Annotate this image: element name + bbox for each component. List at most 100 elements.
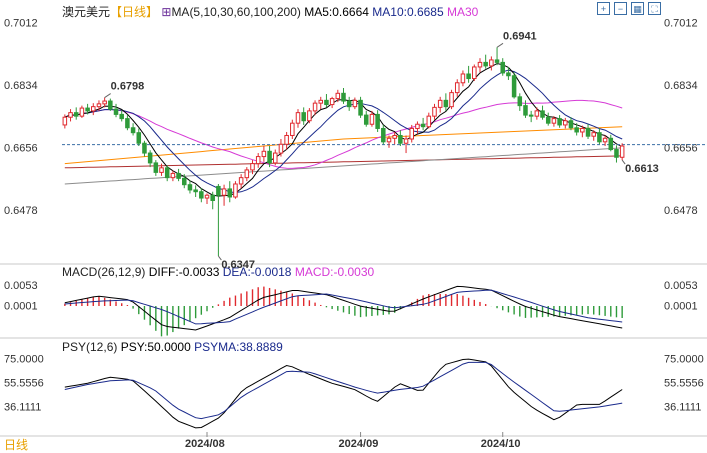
candle-down xyxy=(494,59,500,63)
candle-up xyxy=(454,82,460,94)
ma10-line xyxy=(64,69,623,194)
psy-tick-label-left: 55.5556 xyxy=(4,378,44,390)
candle-up xyxy=(551,118,557,124)
candle-down xyxy=(597,132,602,143)
ma5-value: MA5:0.6664 xyxy=(304,5,369,19)
candle-up xyxy=(204,194,210,199)
candle-up xyxy=(534,110,540,117)
candle-up xyxy=(261,150,267,158)
candle-up xyxy=(489,59,494,67)
candle-down xyxy=(483,61,488,67)
ma-settings-icon[interactable]: ⊞ xyxy=(161,5,172,19)
dea-line xyxy=(64,289,623,325)
period-tab[interactable]: 日线 xyxy=(4,438,29,452)
candle-down xyxy=(301,112,306,122)
candle-down xyxy=(108,100,113,110)
candle-up xyxy=(68,112,73,118)
candle-down xyxy=(466,73,471,80)
candle-up xyxy=(403,138,409,144)
high-price-label: 0.6798 xyxy=(111,81,145,93)
candle-up xyxy=(238,177,244,185)
x-tick-label: 2024/10 xyxy=(481,438,521,450)
candle-down xyxy=(176,172,181,179)
candle-down xyxy=(113,108,119,115)
price-tick-label-right: 0.6834 xyxy=(664,80,698,92)
psy-value: PSY:50.0000 xyxy=(120,340,191,354)
macd-tick-label-left: 0.0001 xyxy=(4,301,38,313)
macd-tick-label-left: 0.0053 xyxy=(4,280,38,292)
price-tick-label-right: 0.6478 xyxy=(664,205,698,217)
candle-up xyxy=(250,163,255,171)
macd-label: MACD(26,12,9) xyxy=(62,265,146,279)
candle-down xyxy=(267,150,272,164)
x-tick-label: 2024/08 xyxy=(185,438,225,450)
candle-down xyxy=(517,96,523,107)
candle-up xyxy=(329,98,335,106)
candle-up xyxy=(449,92,454,108)
diff-value: DIFF:-0.0033 xyxy=(148,265,220,279)
candle-up xyxy=(432,106,437,117)
macd-header: MACD(26,12,9) DIFF:-0.0033 DEA:-0.0018 M… xyxy=(62,265,374,279)
psy-header: PSY(12,6) PSY:50.0000 PSYMA:38.8889 xyxy=(62,340,283,354)
candle-down xyxy=(73,112,79,117)
candle-down xyxy=(420,123,426,128)
candle-up xyxy=(318,99,324,104)
candle-down xyxy=(363,114,369,125)
candle-up xyxy=(96,103,102,108)
candle-down xyxy=(375,113,380,129)
candle-down xyxy=(528,114,534,117)
annotation-leader xyxy=(621,159,626,165)
fullscreen-icon[interactable]: ⛶ xyxy=(648,2,661,15)
grid-icon[interactable]: ▦ xyxy=(631,2,644,15)
candle-up xyxy=(290,122,295,136)
candle-down xyxy=(381,127,386,143)
candle-up xyxy=(426,115,432,128)
candle-up xyxy=(591,132,596,137)
ma100-line xyxy=(64,147,623,185)
price-tick-label-left: 0.6656 xyxy=(4,142,38,154)
price-tick-label-right: 0.7012 xyxy=(664,17,698,29)
psy-tick-label-right: 55.5556 xyxy=(664,378,704,390)
candle-up xyxy=(278,143,284,154)
candle-down xyxy=(142,142,147,154)
candle-down xyxy=(153,162,159,173)
macd-tick-label-right: 0.0053 xyxy=(664,280,698,292)
zoom-out-icon[interactable]: − xyxy=(614,2,627,15)
candle-down xyxy=(506,72,511,77)
candle-down xyxy=(119,113,124,120)
candle-down xyxy=(540,110,545,118)
candle-down xyxy=(341,92,346,102)
psy-tick-label-left: 36.1111 xyxy=(4,402,41,414)
candle-up xyxy=(602,137,608,143)
candle-down xyxy=(500,61,505,74)
candle-down xyxy=(568,120,574,129)
candle-up xyxy=(369,113,375,125)
psy-tick-label-right: 75.0000 xyxy=(664,354,704,366)
price-tick-label-left: 0.6834 xyxy=(4,80,38,92)
candle-down xyxy=(443,99,449,108)
candle-up xyxy=(91,106,96,112)
ma30-value: MA30 xyxy=(447,5,479,19)
candle-down xyxy=(545,116,551,124)
psy-tick-label-right: 36.1111 xyxy=(664,402,701,414)
candle-up xyxy=(272,152,278,164)
candle-down xyxy=(187,184,193,191)
period-label[interactable]: 【日线】 xyxy=(110,5,159,19)
candle-up xyxy=(307,110,312,122)
diff-line xyxy=(64,285,623,331)
candle-up xyxy=(437,99,443,108)
high-price-label: 0.6941 xyxy=(503,30,537,42)
candle-down xyxy=(136,132,142,144)
candle-up xyxy=(295,112,301,124)
candle-down xyxy=(557,118,562,126)
ma-label: MA(5,10,30,60,100,200) xyxy=(171,5,301,19)
dea-value: DEA:-0.0018 xyxy=(222,265,292,279)
zoom-in-icon[interactable]: + xyxy=(597,2,610,15)
low-price-label: 0.6347 xyxy=(221,259,255,271)
annotation-leader xyxy=(496,42,504,48)
candle-down xyxy=(85,107,90,112)
ma10-value: MA10:0.6685 xyxy=(372,5,444,19)
psy-tick-label-left: 75.0000 xyxy=(4,354,44,366)
candle-up xyxy=(170,172,176,179)
candle-up xyxy=(392,134,397,139)
